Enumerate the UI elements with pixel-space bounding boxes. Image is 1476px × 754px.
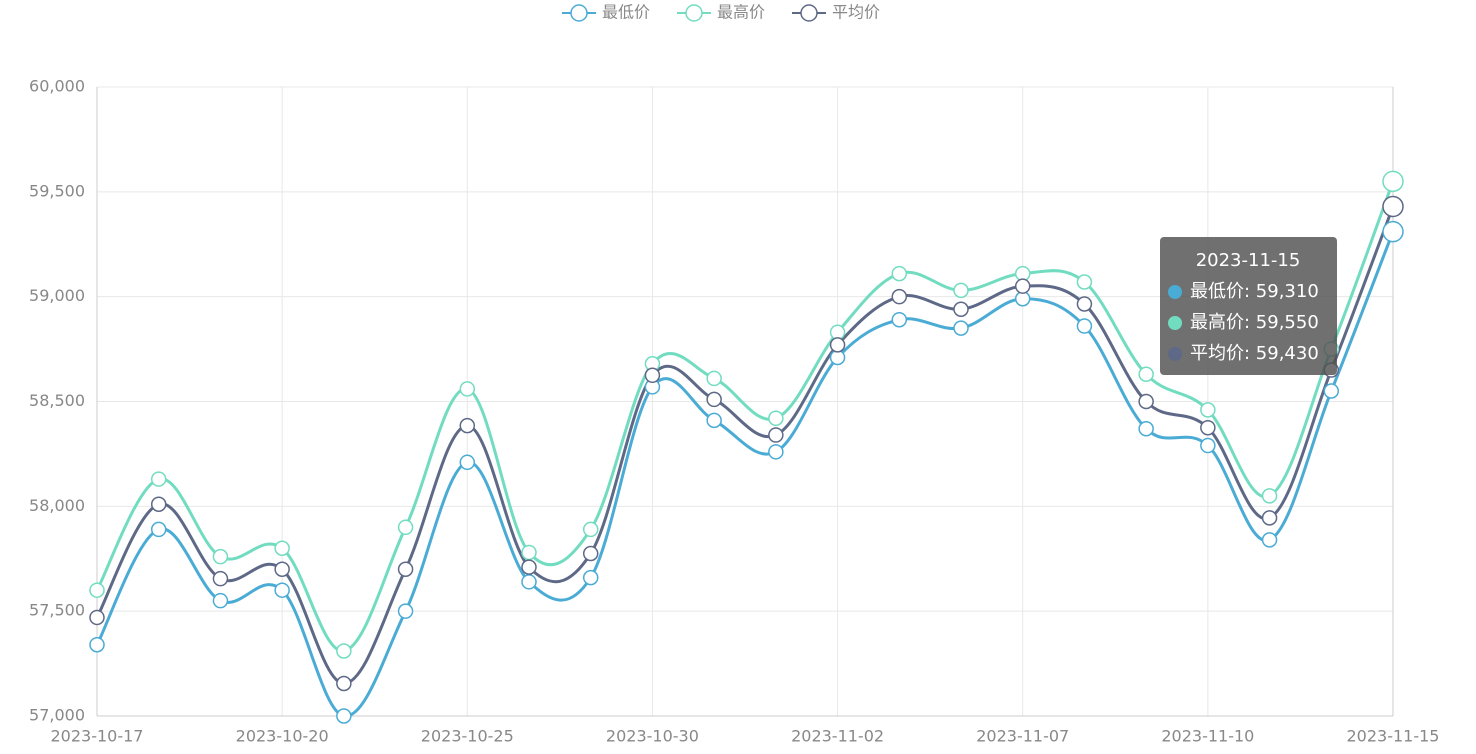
- point: [521, 559, 537, 575]
- y-tick-label: 60,000: [29, 77, 85, 96]
- point: [1200, 402, 1216, 418]
- point: [582, 569, 599, 586]
- point: [459, 417, 476, 434]
- x-tick-label: 2023-10-25: [421, 727, 514, 746]
- point: [1200, 419, 1216, 436]
- point: [397, 561, 414, 577]
- point: [212, 592, 229, 609]
- point: [953, 282, 969, 299]
- tooltip-title: 2023-11-15: [1196, 250, 1301, 271]
- point: [1014, 278, 1031, 294]
- point: [336, 675, 352, 692]
- tooltip-row: 最低价: 59,310: [1190, 281, 1319, 302]
- x-tick-label: 2023-11-15: [1347, 727, 1440, 746]
- point: [1382, 220, 1404, 243]
- legend: 最低价 最高价 平均价: [562, 3, 880, 22]
- point: [1076, 318, 1093, 334]
- point: [1323, 383, 1340, 399]
- point: [891, 311, 908, 328]
- y-tick-label: 57,500: [29, 601, 85, 620]
- tooltip: 2023-11-15 最低价: 59,310 最高价: 59,550 平均价: 59,…: [1160, 237, 1337, 375]
- point: [829, 337, 846, 353]
- tooltip-row: 平均价: 59,430: [1190, 343, 1319, 364]
- axes: 57,000 57,500 58,000 58,500 59,000 59,500 60,0…: [29, 77, 1439, 746]
- point: [706, 391, 722, 408]
- point: [89, 636, 105, 653]
- point: [582, 521, 599, 538]
- point: [891, 265, 908, 282]
- point: [397, 519, 414, 536]
- y-tick-label: 59,500: [29, 181, 85, 200]
- tooltip-dot: [1168, 347, 1182, 361]
- tooltip-row: 最高价: 59,550: [1190, 312, 1319, 333]
- legend-label: 最高价: [717, 3, 765, 22]
- tooltip-dot: [1168, 316, 1182, 330]
- point: [274, 561, 290, 577]
- point: [644, 367, 661, 384]
- x-tick-label: 2023-11-02: [791, 727, 884, 746]
- legend-label: 平均价: [832, 3, 880, 22]
- legend-marker: [685, 4, 703, 22]
- y-tick-label: 58,000: [29, 496, 85, 515]
- y-tick-label: 59,000: [29, 286, 85, 305]
- x-tick-label: 2023-10-30: [606, 727, 699, 746]
- point: [891, 288, 908, 305]
- x-tick-label: 2023-10-20: [236, 727, 329, 746]
- point: [1138, 366, 1154, 382]
- legend-marker: [800, 4, 818, 22]
- point: [1138, 421, 1154, 437]
- legend-marker: [570, 4, 588, 22]
- point: [953, 320, 969, 336]
- point: [1261, 488, 1278, 504]
- point: [1200, 437, 1216, 454]
- point: [212, 570, 229, 587]
- point: [521, 544, 537, 561]
- point: [89, 609, 105, 626]
- point: [459, 381, 476, 397]
- point: [1261, 532, 1278, 548]
- point: [274, 540, 290, 557]
- point: [212, 548, 229, 565]
- x-tick-label: 2023-11-10: [1161, 727, 1254, 746]
- tooltip-box: [1160, 237, 1337, 375]
- point: [150, 496, 167, 512]
- point: [459, 454, 476, 471]
- point: [89, 582, 105, 598]
- point: [1382, 170, 1404, 193]
- point: [582, 545, 599, 562]
- point: [768, 427, 784, 443]
- point: [1076, 274, 1093, 290]
- point: [1382, 195, 1404, 218]
- point: [521, 574, 537, 590]
- grid: [96, 86, 1394, 717]
- point: [1138, 393, 1154, 410]
- x-tick-label: 2023-10-17: [51, 727, 144, 746]
- point: [336, 708, 352, 724]
- point: [274, 582, 290, 598]
- legend-label: 最低价: [602, 3, 650, 22]
- point: [150, 471, 167, 487]
- y-tick-label: 58,500: [29, 391, 85, 410]
- point: [397, 603, 414, 619]
- y-tick-label: 57,000: [29, 706, 85, 725]
- point: [1261, 510, 1278, 526]
- point: [768, 444, 784, 460]
- x-tick-label: 2023-11-07: [976, 727, 1069, 746]
- point: [150, 521, 167, 538]
- point: [706, 370, 722, 387]
- tooltip-dot: [1168, 285, 1182, 299]
- point: [953, 301, 969, 317]
- point: [706, 412, 722, 429]
- point: [336, 643, 352, 659]
- point: [1076, 296, 1093, 312]
- point: [768, 410, 784, 427]
